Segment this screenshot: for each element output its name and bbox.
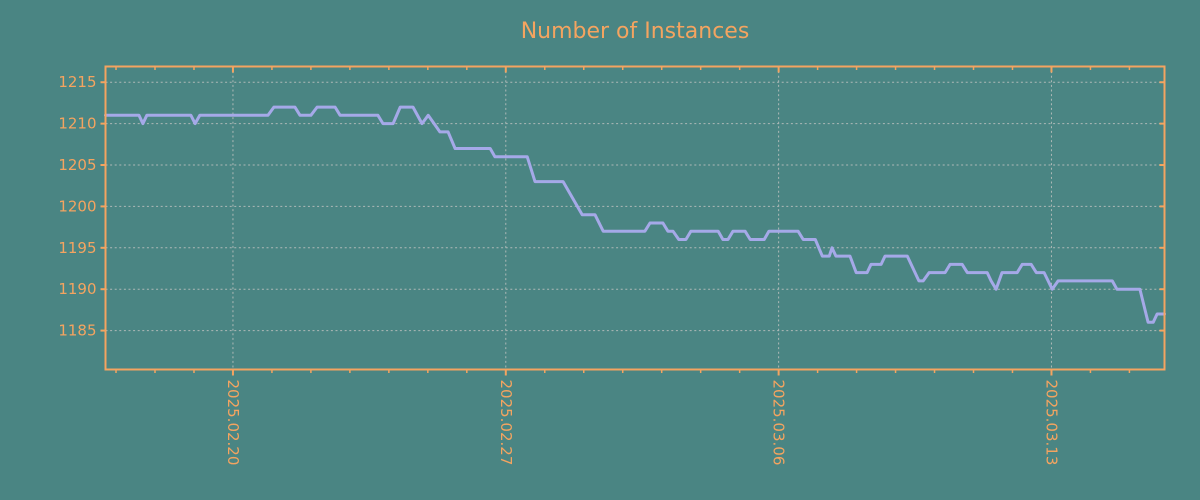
x-tick-label: 2025.03.06 (770, 380, 788, 466)
axis-layer (100, 65, 1166, 376)
x-tick-label: 2025.02.27 (497, 380, 515, 466)
x-tick-label: 2025.03.13 (1042, 380, 1060, 466)
data-line (104, 105, 1166, 324)
y-tick-label: 1200 (58, 197, 96, 215)
plot-border (104, 65, 1166, 371)
tick-labels-layer: 1185 1190 1195 1200 1205 1210 1215 2025.02.20 20… (58, 73, 1060, 465)
chart-title: Number of Instances (521, 19, 750, 44)
y-tick-label: 1195 (58, 239, 96, 257)
y-tick-label: 1190 (58, 280, 96, 298)
x-tick-label: 2025.02.20 (224, 380, 242, 466)
y-tick-label: 1215 (58, 73, 96, 91)
y-tick-label: 1210 (58, 115, 96, 133)
data-line-layer (104, 105, 1166, 324)
y-tick-label: 1185 (58, 322, 96, 340)
gridlines-layer (105, 66, 1165, 370)
y-tick-label: 1205 (58, 156, 96, 174)
